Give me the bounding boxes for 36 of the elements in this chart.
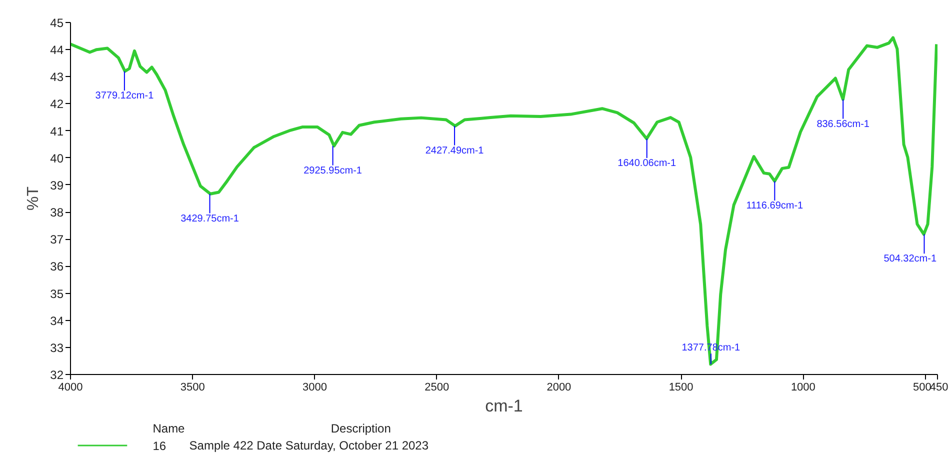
legend-title: Name [152, 422, 186, 436]
annotation: 504.32cm-1 [884, 254, 937, 265]
x-tick-label: 1000 [790, 382, 816, 394]
y-tick-label: 37 [50, 232, 64, 247]
annotation: 3429.75cm-1 [180, 213, 240, 224]
x-axis-title: cm-1 [485, 396, 523, 416]
text: Description [330, 422, 391, 436]
text: Sample 422 Date Saturday, October 21 2023 [189, 438, 429, 452]
annotation: 1640.06cm-1 [618, 158, 676, 170]
annotation: 836.56cm-1 [816, 118, 870, 130]
annotation: 3779.12cm-1 [95, 90, 154, 102]
y-tick-label: 36 [50, 260, 64, 274]
y-tick-label: 39 [50, 178, 64, 192]
annotation: 2427.49cm-1 [425, 145, 484, 156]
y-tick-label: 45 [50, 16, 64, 30]
y-tick-label: 34 [50, 314, 64, 328]
legend-label: 16 [152, 439, 166, 453]
annotation: 1116.69cm-1 [746, 200, 804, 212]
x-tick-label: 1500 [668, 382, 694, 394]
x-tick-label: 2000 [546, 382, 572, 394]
y-tick-label: 44 [50, 43, 64, 58]
x-tick-label: 2500 [424, 382, 450, 394]
y-tick-label: 40 [50, 151, 64, 166]
y-tick-label: 43 [50, 70, 64, 84]
y-axis-title: %T [25, 186, 42, 210]
y-tick-label: 35 [50, 286, 64, 301]
x-tick-label: 3500 [180, 382, 205, 394]
x-tick-label: 4000 [58, 382, 83, 394]
line-series [70, 36, 938, 366]
y-tick-label: 38 [50, 206, 64, 220]
y-tick-label: 32 [50, 368, 64, 382]
x-tick-label: 3000 [302, 382, 327, 394]
y-tick-label: 33 [50, 340, 64, 355]
y-tick-label: 41 [50, 124, 64, 138]
y-tick-label: 42 [50, 97, 64, 112]
annotation: 2925.95cm-1 [304, 165, 362, 176]
